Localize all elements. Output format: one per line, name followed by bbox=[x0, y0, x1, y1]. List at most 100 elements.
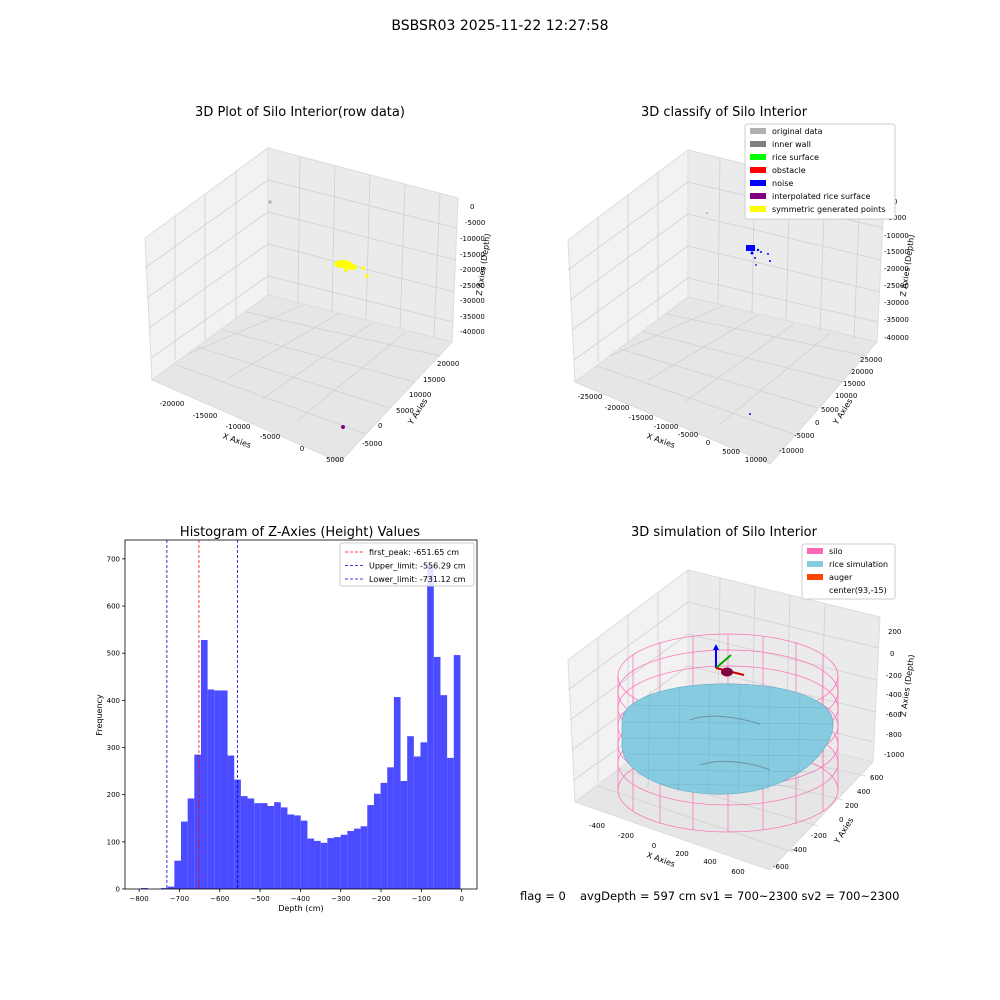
classify-y-tick-labels: -10000 -5000 0 5000 10000 15000 20000 25… bbox=[779, 356, 882, 455]
classify-legend-label: interpolated rice surface bbox=[772, 192, 870, 201]
classify-legend-swatch bbox=[750, 206, 766, 212]
simulation-y-tick: 200 bbox=[845, 802, 858, 810]
classify-y-tick: 10000 bbox=[835, 392, 857, 400]
classify-z-tick: -25000 bbox=[884, 282, 909, 290]
auger-marker bbox=[721, 667, 733, 677]
classify-legend-swatch bbox=[750, 154, 766, 160]
classify-noise-point bbox=[749, 413, 751, 415]
raw-gray-point bbox=[268, 200, 272, 204]
simulation-y-tick: 600 bbox=[870, 774, 883, 782]
histogram-bar bbox=[181, 821, 188, 889]
histogram-bar bbox=[373, 793, 381, 889]
classify-noise-point bbox=[769, 260, 771, 262]
simulation-z-tick-labels: 200 0 -200 -400 -600 -800 -1000 bbox=[884, 628, 904, 759]
histogram-bar bbox=[360, 826, 368, 889]
simulation-legend-label: center(93,-15) bbox=[829, 586, 887, 595]
classify-y-tick: -10000 bbox=[779, 447, 804, 455]
histogram-bar bbox=[393, 697, 401, 889]
histogram-bar bbox=[141, 888, 148, 889]
simulation-z-tick: 200 bbox=[888, 628, 901, 636]
simulation-3d-plot: 3D simulation of Silo Interior bbox=[567, 525, 916, 876]
histogram-legend-label: Upper_limit: -556.29 cm bbox=[369, 562, 466, 571]
histogram-bar bbox=[220, 690, 228, 889]
simulation-z-tick: 0 bbox=[890, 650, 894, 658]
raw-yellow-point bbox=[344, 268, 348, 272]
histogram-x-tick-label: −600 bbox=[210, 895, 229, 903]
classify-x-tick: -10000 bbox=[654, 423, 679, 431]
raw-yellow-point bbox=[361, 266, 365, 270]
raw-x-tick: 0 bbox=[300, 445, 304, 453]
histogram-y-tick-label: 300 bbox=[107, 744, 120, 752]
histogram-legend-box bbox=[339, 542, 475, 587]
simulation-y-tick-labels: -600 -400 -200 0 200 400 600 bbox=[773, 774, 883, 871]
histogram-bar bbox=[234, 779, 241, 889]
raw-x-tick: 5000 bbox=[326, 456, 344, 464]
histogram-x-ticks: −800 −700 −600 −500 −400 −300 −200 −100 0 bbox=[129, 889, 464, 903]
raw-y-tick: 20000 bbox=[437, 360, 459, 368]
simulation-legend-box bbox=[801, 543, 896, 600]
histogram-bar bbox=[320, 842, 328, 889]
histogram-bar bbox=[413, 756, 421, 889]
histogram-bar bbox=[367, 805, 374, 889]
simulation-y-tick: 400 bbox=[857, 788, 870, 796]
raw-yellow-cluster bbox=[347, 264, 357, 270]
histogram-y-axis-label: Frequency bbox=[95, 694, 104, 736]
classify-z-tick: -5000 bbox=[886, 214, 906, 222]
classify-x-tick: -5000 bbox=[678, 431, 698, 439]
histogram-bar bbox=[260, 803, 268, 889]
histogram-reference-lines bbox=[166, 540, 238, 889]
histogram-x-tick-label: −200 bbox=[371, 895, 390, 903]
raw-z-tick: -10000 bbox=[460, 235, 485, 243]
histogram-bar bbox=[274, 802, 281, 889]
raw-z-tick: -20000 bbox=[460, 266, 485, 274]
classify-x-tick: 10000 bbox=[745, 456, 767, 464]
classify-legend-label: inner wall bbox=[772, 140, 811, 149]
raw-y-tick-labels: -5000 0 5000 10000 15000 20000 bbox=[362, 360, 459, 448]
classify-noise-point bbox=[767, 253, 769, 255]
classify-original-point bbox=[706, 212, 708, 214]
classify-plot-title: 3D classify of Silo Interior bbox=[641, 105, 808, 120]
classify-data-points bbox=[706, 212, 771, 415]
histogram-bar bbox=[207, 689, 215, 889]
raw-plot-title: 3D Plot of Silo Interior(row data) bbox=[195, 105, 405, 120]
raw-data-3d-plot: 3D Plot of Silo Interior(row data) -2000… bbox=[144, 105, 492, 464]
histogram-bar bbox=[267, 805, 275, 889]
raw-floor-pane bbox=[151, 294, 453, 463]
simulation-x-tick: 400 bbox=[703, 858, 716, 866]
raw-z-tick: -25000 bbox=[460, 282, 485, 290]
simulation-y-tick: -400 bbox=[791, 846, 807, 854]
classify-x-axis-label: X Axies bbox=[645, 431, 676, 450]
classify-legend-swatch bbox=[750, 180, 766, 186]
simulation-z-tick: -1000 bbox=[884, 751, 904, 759]
raw-x-tick: -10000 bbox=[226, 423, 251, 431]
classify-y-tick: 5000 bbox=[821, 406, 839, 414]
histogram-bar bbox=[353, 828, 361, 889]
histogram-bar bbox=[380, 782, 388, 889]
histogram-bar bbox=[453, 655, 461, 889]
histogram-bar bbox=[174, 860, 182, 889]
z-arrow-head bbox=[713, 644, 719, 650]
histogram-y-tick-label: 200 bbox=[107, 791, 120, 799]
raw-y-tick: 10000 bbox=[409, 391, 431, 399]
raw-y-tick: -5000 bbox=[362, 440, 382, 448]
raw-z-tick: -35000 bbox=[460, 313, 485, 321]
histogram-x-tick-label: −400 bbox=[291, 895, 310, 903]
histogram-x-tick-label: −800 bbox=[129, 895, 148, 903]
simulation-z-tick: -600 bbox=[886, 711, 902, 719]
histogram-bar bbox=[227, 755, 235, 889]
classify-noise-point bbox=[755, 264, 757, 266]
histogram-legend-label: Lower_limit: -731.12 cm bbox=[369, 575, 466, 584]
histogram-bar bbox=[287, 814, 295, 889]
classify-legend-label: original data bbox=[772, 127, 823, 136]
raw-z-tick: -40000 bbox=[460, 328, 485, 336]
raw-x-tick: -20000 bbox=[160, 400, 185, 408]
histogram-title: Histogram of Z-Axies (Height) Values bbox=[180, 525, 420, 540]
simulation-z-tick: -800 bbox=[886, 731, 902, 739]
classify-noise-point bbox=[760, 251, 762, 253]
raw-x-tick: -15000 bbox=[193, 412, 218, 420]
raw-gridlines bbox=[144, 155, 458, 435]
raw-y-tick: 15000 bbox=[423, 376, 445, 384]
histogram-bar bbox=[433, 656, 441, 889]
histogram-bar bbox=[440, 695, 448, 889]
